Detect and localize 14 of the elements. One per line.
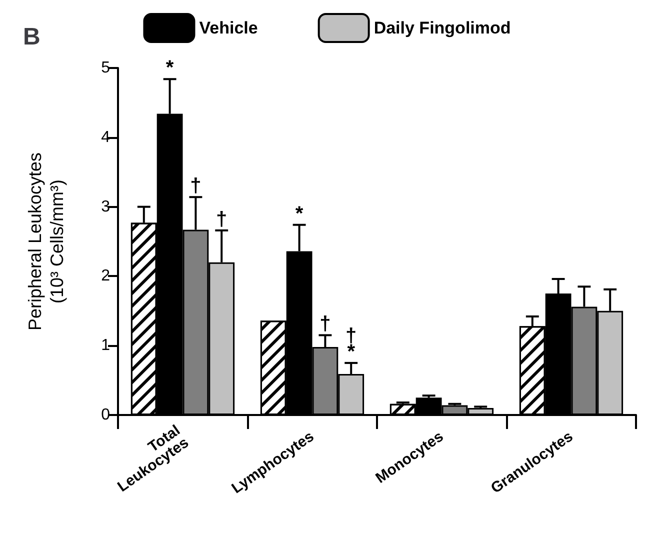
data-label: † [216, 208, 228, 230]
data-label: * [295, 202, 304, 225]
legend-label: Daily Fingolimod [374, 18, 511, 38]
y-tick-label: 3 [101, 198, 110, 216]
data-label: † [320, 313, 331, 336]
y-tick-label: 2 [101, 268, 110, 285]
y-axis-title: Peripheral Leukocytes (10³ Cells/mm³) [25, 152, 67, 331]
chart-title: B [23, 24, 40, 50]
data-label: † [190, 175, 202, 198]
data-label: * [166, 57, 174, 80]
legend-label: Vehicle [199, 18, 258, 38]
data-label: † * [346, 324, 357, 363]
y-tick-label: 4 [101, 128, 110, 146]
y-tick-label: 1 [101, 337, 110, 354]
